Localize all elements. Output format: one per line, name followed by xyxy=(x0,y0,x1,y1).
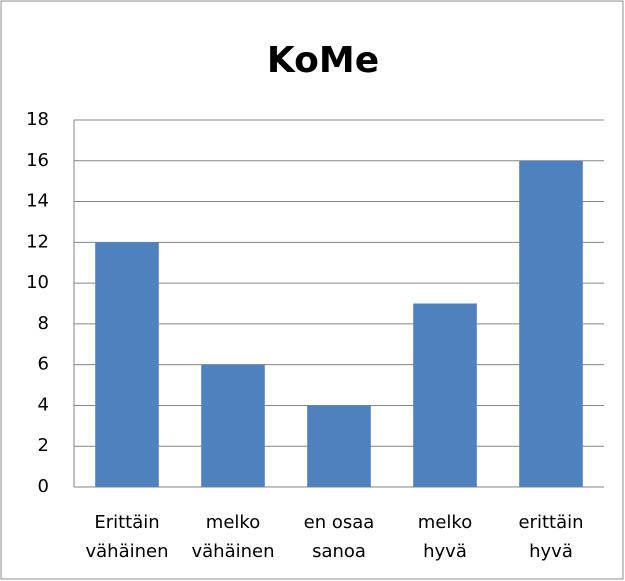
x-tick-label: en osaa sanoa xyxy=(303,512,375,562)
bar xyxy=(519,160,583,487)
x-tick-label: melko vähäinen xyxy=(191,512,275,562)
chart-title: KoMe xyxy=(267,40,379,81)
y-tick-label: 18 xyxy=(26,109,49,130)
y-tick-label: 14 xyxy=(26,191,49,212)
x-tick-label: erittäin hyvä xyxy=(518,512,584,562)
y-tick-label: 12 xyxy=(26,231,49,252)
x-tick-label: melko hyvä xyxy=(417,512,473,562)
bar xyxy=(95,242,159,487)
y-tick-label: 6 xyxy=(38,354,49,375)
y-tick-label: 16 xyxy=(26,150,49,171)
y-tick-label: 0 xyxy=(38,476,49,497)
bar xyxy=(413,303,477,487)
bar xyxy=(307,405,371,487)
y-tick-label: 10 xyxy=(26,272,49,293)
y-tick-label: 2 xyxy=(38,435,49,456)
bar xyxy=(201,364,265,487)
x-tick-label: Erittäin vähäinen xyxy=(85,512,169,562)
y-tick-label: 4 xyxy=(38,394,49,415)
y-tick-label: 8 xyxy=(38,313,49,334)
